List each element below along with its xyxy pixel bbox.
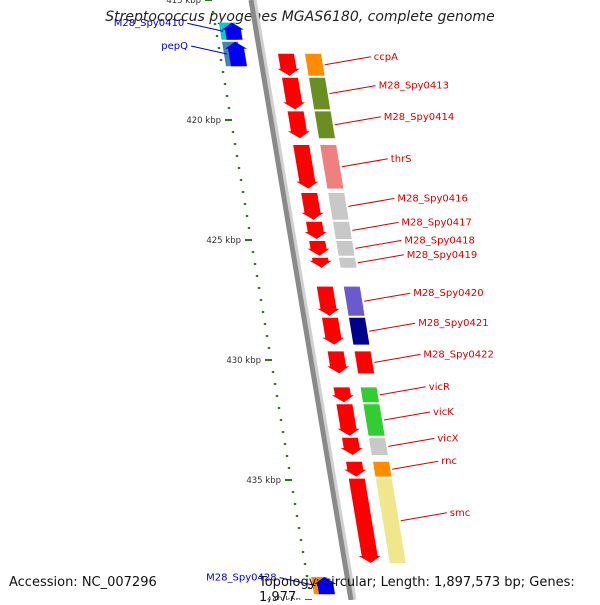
gene-arrow-M28_Spy0418 bbox=[307, 241, 330, 256]
gene-leader-line bbox=[355, 239, 402, 249]
scale-label: 430 kbp bbox=[226, 356, 261, 366]
gene-leader-line bbox=[400, 512, 447, 522]
scale-label: 440 kbp bbox=[266, 596, 301, 600]
gene-block-smc bbox=[375, 478, 406, 563]
gene-label-M28_Spy0410[interactable]: M28_Spy0410 bbox=[114, 18, 184, 29]
gene-label-M28_Spy0422[interactable]: M28_Spy0422 bbox=[423, 349, 493, 360]
scale-label: 415 kbp bbox=[166, 0, 201, 6]
genome-summary-text: Topology: circular; Length: 1,897,573 bp… bbox=[259, 575, 575, 605]
gene-arrow-M28_Spy0410 bbox=[221, 22, 244, 40]
gene-block-vicX bbox=[369, 437, 388, 455]
gene-leader-line bbox=[279, 577, 316, 587]
gene-label-M28_Spy0416[interactable]: M28_Spy0416 bbox=[397, 193, 467, 204]
gene-label-M28_Spy0414[interactable]: M28_Spy0414 bbox=[384, 112, 454, 123]
gene-label-M28_Spy0421[interactable]: M28_Spy0421 bbox=[418, 318, 488, 329]
gene-leader-line bbox=[369, 322, 416, 332]
gene-arrow-M28_Spy0420 bbox=[316, 286, 340, 316]
gene-leader-line bbox=[392, 460, 439, 470]
gene-block-M28_Spy0413 bbox=[309, 77, 331, 110]
gene-label-pepQ[interactable]: pepQ bbox=[161, 41, 188, 52]
gene-label-M28_Spy0418[interactable]: M28_Spy0418 bbox=[404, 235, 474, 246]
scale-label: 435 kbp bbox=[246, 476, 281, 486]
gene-label-M28_Spy0413[interactable]: M28_Spy0413 bbox=[379, 81, 449, 92]
map-title: Streptococcus pyogenes MGAS6180, complet… bbox=[105, 9, 495, 25]
gene-block-rnc bbox=[373, 461, 392, 477]
gene-label-smc[interactable]: smc bbox=[450, 508, 470, 519]
gene-block-M28_Spy0419 bbox=[339, 257, 357, 268]
gene-leader-line bbox=[364, 292, 411, 302]
gene-arrow-pepQ bbox=[225, 41, 248, 67]
gene-arrow-M28_Spy0414 bbox=[287, 111, 310, 139]
gene-arrow-rnc bbox=[344, 461, 367, 477]
gene-label-M28_Spy0420[interactable]: M28_Spy0420 bbox=[413, 288, 483, 299]
gene-label-rnc[interactable]: rnc bbox=[441, 456, 457, 467]
gene-arrow-smc bbox=[348, 478, 381, 563]
scale-label: 425 kbp bbox=[206, 236, 241, 246]
gene-leader-line bbox=[357, 254, 404, 264]
gene-leader-line bbox=[352, 221, 399, 231]
gene-arrow-M28_Spy0421 bbox=[322, 317, 345, 345]
gene-block-M28_Spy0421 bbox=[349, 317, 370, 345]
accession-text: Accession: NC_007296 bbox=[9, 575, 157, 590]
gene-leader-line bbox=[329, 85, 376, 95]
gene-leader-line bbox=[374, 353, 421, 363]
gene-leader-line bbox=[379, 386, 426, 396]
gene-arrow-M28_Spy0419 bbox=[309, 257, 332, 268]
gene-block-vicR bbox=[360, 387, 379, 403]
gene-block-M28_Spy0420 bbox=[343, 286, 365, 316]
genome-backbone bbox=[248, 0, 354, 600]
gene-arrow-M28_Spy0428 bbox=[314, 577, 337, 595]
gene-block-M28_Spy0422 bbox=[354, 351, 375, 374]
gene-label-M28_Spy0419[interactable]: M28_Spy0419 bbox=[407, 250, 477, 261]
gene-label-layer: ccpA M28_Spy0413 M28_Spy0414 thrS M28_Spy041… bbox=[114, 18, 494, 587]
gene-leader-line bbox=[187, 22, 224, 32]
gene-block-thrS bbox=[320, 145, 344, 189]
gene-label-M28_Spy0428[interactable]: M28_Spy0428 bbox=[206, 573, 276, 584]
scale-label: 420 kbp bbox=[186, 116, 221, 126]
gene-block-vicK bbox=[363, 404, 385, 436]
gene-leader-line bbox=[388, 437, 435, 447]
gene-leader-line bbox=[334, 116, 381, 126]
gene-arrow-thrS bbox=[293, 145, 319, 189]
gene-leader-line bbox=[190, 45, 228, 55]
gene-arrow-M28_Spy0417 bbox=[304, 221, 327, 239]
gene-block-ccpA bbox=[305, 53, 325, 76]
gene-label-ccpA[interactable]: ccpA bbox=[374, 52, 398, 63]
gene-label-M28_Spy0417[interactable]: M28_Spy0417 bbox=[401, 217, 471, 228]
gene-arrow-M28_Spy0416 bbox=[301, 193, 324, 220]
gene-arrow-M28_Spy0413 bbox=[282, 77, 306, 110]
gene-label-vicR[interactable]: vicR bbox=[429, 382, 450, 393]
gene-layer bbox=[218, 22, 406, 595]
scale-layer: 415 kbp 420 kbp 425 kbp 430 kbp 435 kbp 440 k… bbox=[166, 0, 312, 600]
gene-leader-line bbox=[348, 197, 395, 207]
gene-label-thrS[interactable]: thrS bbox=[391, 154, 412, 165]
backbone-layer bbox=[248, 0, 357, 600]
gene-leader-line bbox=[383, 411, 431, 421]
gene-block-M28_Spy0417 bbox=[333, 221, 352, 239]
gene-arrow-M28_Spy0422 bbox=[327, 351, 350, 374]
gene-label-vicK[interactable]: vicK bbox=[433, 407, 454, 418]
gene-block-M28_Spy0416 bbox=[328, 193, 349, 220]
gene-leader-line bbox=[341, 158, 388, 168]
gene-arrow-vicR bbox=[331, 387, 354, 403]
gene-arrow-vicK bbox=[336, 404, 360, 436]
gene-arrow-ccpA bbox=[277, 53, 300, 76]
gene-leader-line bbox=[324, 56, 371, 66]
gene-arrow-vicX bbox=[340, 437, 363, 455]
gene-label-vicX[interactable]: vicX bbox=[437, 433, 458, 444]
gene-block-M28_Spy0414 bbox=[314, 111, 335, 139]
gene-block-M28_Spy0418 bbox=[336, 241, 355, 256]
